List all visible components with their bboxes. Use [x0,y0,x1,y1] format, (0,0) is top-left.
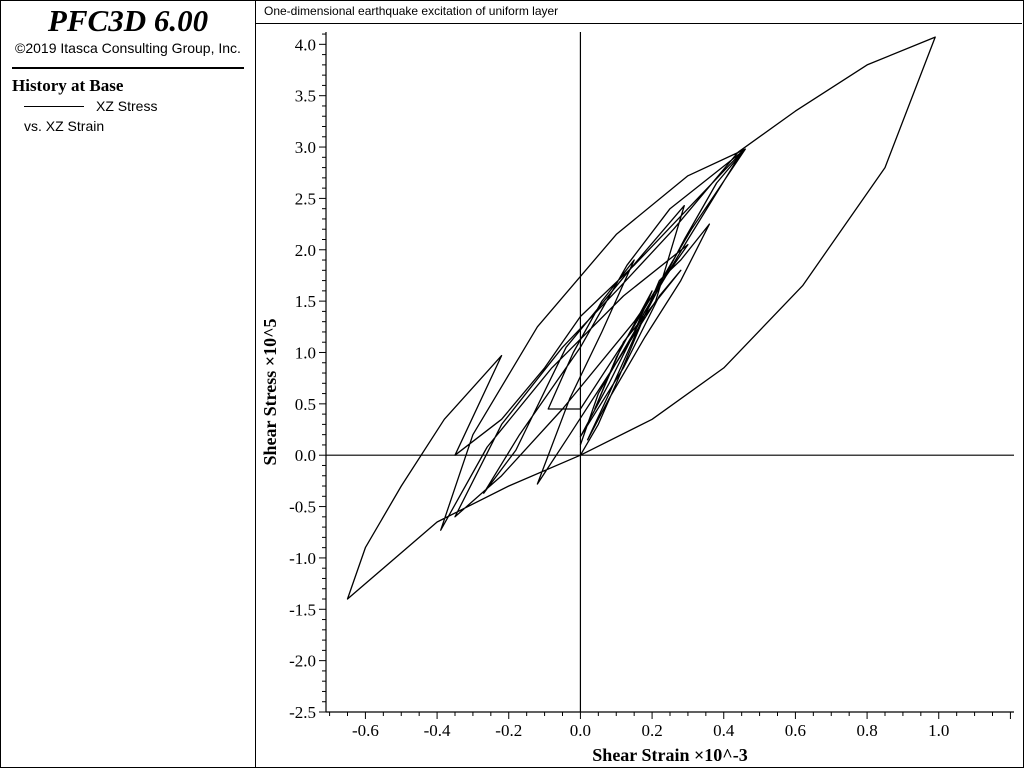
legend-divider [12,67,244,69]
legend-panel: PFC3D 6.00 ©2019 Itasca Consulting Group… [0,0,256,768]
y-tick-label: -1.0 [289,549,316,568]
y-tick-label: 3.0 [295,138,316,157]
y-tick-label: 0.0 [295,446,316,465]
app-title: PFC3D 6.00 [47,3,209,38]
hysteresis-curve [346,36,936,600]
x-tick-label: -0.4 [424,721,451,740]
legend-vs-label: vs. XZ Strain [24,118,105,134]
y-tick-label: 0.5 [295,395,316,414]
x-tick-label: -0.6 [352,721,379,740]
x-tick-label: 0.6 [785,721,806,740]
y-tick-label: 4.0 [295,35,316,54]
x-tick-label: 0.0 [570,721,591,740]
stress-strain-chart: -2.5 -2.0 -1.5 -1.0 -0.5 0.0 0.5 1.0 1.5 2.0 2.5 3.… [260,32,1014,765]
y-tick-label: 2.0 [295,241,316,260]
y-axis-label: Shear Stress ×10^5 [260,318,280,465]
y-tick-label: -2.0 [289,652,316,671]
curve-layer [346,36,936,600]
x-tick-label: 0.4 [713,721,735,740]
y-tick-label: 3.5 [295,87,316,106]
legend-line-swatch [24,106,84,107]
x-tick-label: 0.2 [641,721,662,740]
x-axis-label: Shear Strain ×10^-3 [592,745,747,765]
y-tick-label: -2.5 [289,703,316,722]
y-tick-label: -0.5 [289,498,316,517]
x-tick-label: 1.0 [928,721,949,740]
plot-caption: One-dimensional earthquake excitation of… [256,0,1022,24]
y-tick-label: 2.5 [295,189,316,208]
x-tick-label: 0.8 [856,721,877,740]
history-title: History at Base [12,76,124,95]
x-tick-label: -0.2 [495,721,522,740]
copyright-text: ©2019 Itasca Consulting Group, Inc. [15,40,241,56]
plot-caption-text: One-dimensional earthquake excitation of… [264,4,559,18]
axes-layer: -2.5 -2.0 -1.5 -1.0 -0.5 0.0 0.5 1.0 1.5 2.0 2.5 3.… [289,32,1014,740]
y-tick-label: 1.0 [295,343,316,362]
legend-series-label: XZ Stress [96,98,158,114]
y-tick-label: -1.5 [289,600,316,619]
y-tick-label: 1.5 [295,292,316,311]
